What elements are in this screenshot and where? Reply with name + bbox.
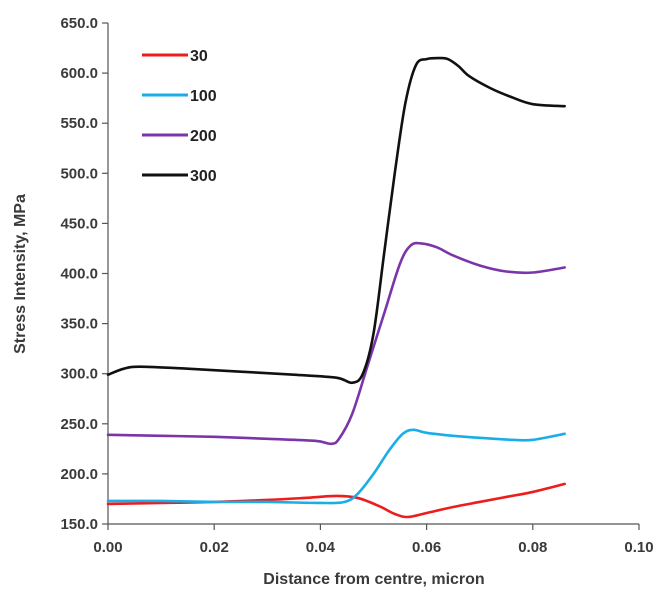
x-tick-label: 0.06 bbox=[412, 539, 441, 556]
series-line-200 bbox=[106, 241, 566, 446]
legend: 30 100 200 300 bbox=[142, 48, 217, 185]
series-layer bbox=[106, 56, 566, 519]
y-axis-title: Stress Intensity, MPa bbox=[12, 194, 29, 354]
x-tick-label: 0.04 bbox=[306, 539, 336, 556]
series-line-300 bbox=[106, 56, 566, 385]
y-tick-label: 300.0 bbox=[60, 366, 98, 383]
y-tick-label: 500.0 bbox=[60, 165, 98, 182]
y-tick-label: 450.0 bbox=[60, 215, 98, 232]
x-axis-ticks: 0.00 0.02 0.04 0.06 0.08 0.10 bbox=[93, 524, 654, 556]
y-tick-label: 150.0 bbox=[60, 516, 98, 533]
series-line-100 bbox=[106, 428, 566, 505]
legend-label-30: 30 bbox=[190, 48, 208, 65]
y-tick-label: 250.0 bbox=[60, 416, 98, 433]
y-tick-label: 550.0 bbox=[60, 115, 98, 132]
y-tick-label: 200.0 bbox=[60, 466, 98, 483]
plot-frame bbox=[107, 23, 639, 525]
x-tick-label: 0.08 bbox=[518, 539, 547, 556]
legend-label-100: 100 bbox=[190, 88, 217, 105]
y-tick-label: 400.0 bbox=[60, 266, 98, 283]
legend-label-200: 200 bbox=[190, 128, 217, 145]
y-tick-label: 350.0 bbox=[60, 316, 98, 333]
x-tick-label: 0.02 bbox=[200, 539, 229, 556]
y-axis-ticks: 150.0 200.0 250.0 300.0 350.0 400.0 450.0 500.0… bbox=[60, 15, 108, 533]
legend-label-300: 300 bbox=[190, 168, 217, 185]
x-tick-label: 0.00 bbox=[93, 539, 122, 556]
y-tick-label: 650.0 bbox=[60, 15, 98, 32]
x-axis-title: Distance from centre, micron bbox=[263, 571, 484, 588]
x-tick-label: 0.10 bbox=[624, 539, 653, 556]
y-tick-label: 600.0 bbox=[60, 65, 98, 82]
